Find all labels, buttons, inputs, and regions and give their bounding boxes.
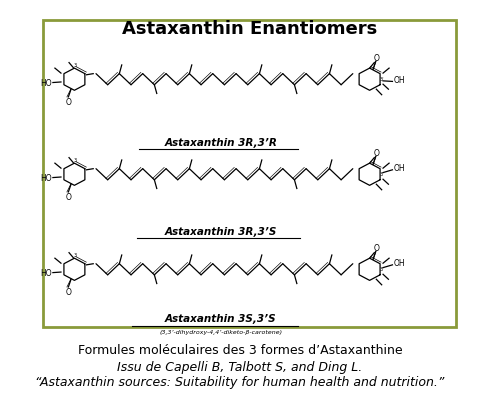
Text: O: O bbox=[373, 244, 379, 253]
Text: OH: OH bbox=[393, 164, 405, 173]
Text: O: O bbox=[65, 193, 72, 202]
Text: O: O bbox=[65, 98, 72, 107]
Text: O: O bbox=[373, 53, 379, 63]
Text: O: O bbox=[373, 148, 379, 158]
Text: 3': 3' bbox=[380, 172, 384, 177]
Text: 3': 3' bbox=[380, 77, 384, 82]
Text: “Astaxanthin sources: Suitability for human health and nutrition.”: “Astaxanthin sources: Suitability for hu… bbox=[36, 377, 444, 389]
Text: HO: HO bbox=[40, 269, 52, 278]
Text: OH: OH bbox=[393, 76, 405, 85]
Text: HO: HO bbox=[40, 79, 52, 88]
Text: O: O bbox=[65, 288, 72, 297]
Text: 3: 3 bbox=[73, 158, 77, 164]
Text: 3: 3 bbox=[73, 253, 77, 259]
Bar bbox=[43, 20, 456, 327]
Text: Astaxanthin 3R,3’R: Astaxanthin 3R,3’R bbox=[164, 137, 277, 148]
Text: Issu de Capelli B, Talbott S, and Ding L.: Issu de Capelli B, Talbott S, and Ding L… bbox=[118, 361, 362, 374]
Text: (3,3’-dihydroxy-4,4’-diketo-β-carotene): (3,3’-dihydroxy-4,4’-diketo-β-carotene) bbox=[159, 330, 282, 335]
Text: 3': 3' bbox=[380, 267, 384, 272]
Text: Astaxanthin 3S,3’S: Astaxanthin 3S,3’S bbox=[165, 314, 276, 324]
Text: OH: OH bbox=[393, 259, 405, 268]
Text: Astaxanthin Enantiomers: Astaxanthin Enantiomers bbox=[122, 20, 377, 38]
Text: Formules moléculaires des 3 formes d’Astaxanthine: Formules moléculaires des 3 formes d’Ast… bbox=[78, 344, 402, 357]
Text: Astaxanthin 3R,3’S: Astaxanthin 3R,3’S bbox=[165, 227, 277, 237]
Text: HO: HO bbox=[40, 174, 52, 183]
Text: 3: 3 bbox=[73, 63, 77, 69]
